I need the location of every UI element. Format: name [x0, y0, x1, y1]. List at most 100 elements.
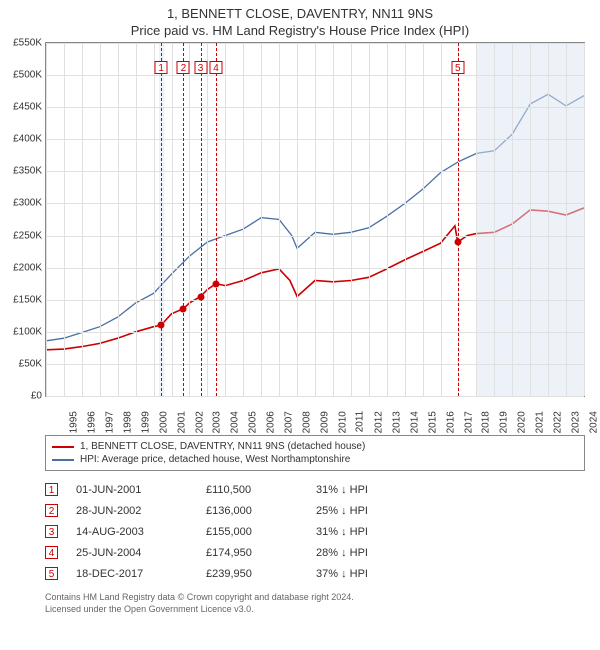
price-chart: £0£50K£100K£150K£200K£250K£300K£350K£400…: [45, 42, 585, 397]
ytick-label: £100K: [13, 326, 42, 337]
gridline-v: [351, 43, 352, 396]
ytick-label: £500K: [13, 70, 42, 81]
sale-vline: [216, 43, 217, 396]
sale-dot: [180, 305, 187, 312]
xtick-label: 2014: [409, 411, 420, 433]
table-row: 3 14-AUG-2003£155,00031% ↓ HPI: [45, 521, 585, 542]
sale-dot: [213, 280, 220, 287]
ytick-label: £200K: [13, 262, 42, 273]
table-cell-price: £136,000: [206, 505, 316, 517]
xtick-label: 2020: [517, 411, 528, 433]
sale-marker-box: 5: [451, 61, 464, 74]
gridline-v: [297, 43, 298, 396]
table-cell-index: 3: [45, 525, 58, 538]
legend-item: HPI: Average price, detached house, West…: [52, 453, 578, 466]
gridline-v: [243, 43, 244, 396]
table-cell-index: 4: [45, 546, 58, 559]
xtick-label: 2024: [588, 411, 599, 433]
gridline-h: [46, 396, 584, 397]
table-cell-date: 28-JUN-2002: [76, 505, 206, 517]
gridline-v: [64, 43, 65, 396]
xtick-label: 2010: [337, 411, 348, 433]
page-subtitle: Price paid vs. HM Land Registry's House …: [0, 21, 600, 42]
xtick-label: 2004: [230, 411, 241, 433]
gridline-v: [207, 43, 208, 396]
xtick-label: 1995: [68, 411, 79, 433]
xtick-label: 2011: [354, 411, 365, 433]
xtick-label: 2006: [266, 411, 277, 433]
table-cell-diff: 25% ↓ HPI: [316, 505, 368, 517]
xtick-label: 2013: [391, 411, 402, 433]
ytick-label: £300K: [13, 198, 42, 209]
table-row: 1 01-JUN-2001£110,50031% ↓ HPI: [45, 479, 585, 500]
table-row: 2 28-JUN-2002£136,00025% ↓ HPI: [45, 500, 585, 521]
table-cell-price: £155,000: [206, 526, 316, 538]
xtick-label: 2018: [481, 411, 492, 433]
gridline-v: [100, 43, 101, 396]
gridline-v: [315, 43, 316, 396]
legend-swatch: [52, 446, 74, 448]
gridline-v: [405, 43, 406, 396]
sale-vline: [201, 43, 202, 396]
table-cell-date: 14-AUG-2003: [76, 526, 206, 538]
footer-attribution: Contains HM Land Registry data © Crown c…: [45, 592, 585, 615]
sale-marker-box: 3: [194, 61, 207, 74]
gridline-v: [225, 43, 226, 396]
legend-item: 1, BENNETT CLOSE, DAVENTRY, NN11 9NS (de…: [52, 440, 578, 453]
gridline-v: [476, 43, 477, 396]
table-cell-date: 01-JUN-2001: [76, 484, 206, 496]
table-cell-date: 18-DEC-2017: [76, 568, 206, 580]
footer-line-2: Licensed under the Open Government Licen…: [45, 604, 585, 616]
gridline-v: [279, 43, 280, 396]
xtick-label: 2021: [535, 411, 546, 433]
gridline-v: [494, 43, 495, 396]
gridline-v: [530, 43, 531, 396]
table-cell-index: 1: [45, 483, 58, 496]
legend-swatch: [52, 459, 74, 461]
gridline-v: [584, 43, 585, 396]
table-cell-price: £239,950: [206, 568, 316, 580]
xtick-label: 2012: [373, 411, 384, 433]
xtick-label: 2015: [427, 411, 438, 433]
sale-vline: [458, 43, 459, 396]
page-title: 1, BENNETT CLOSE, DAVENTRY, NN11 9NS: [0, 0, 600, 21]
table-cell-date: 25-JUN-2004: [76, 547, 206, 559]
table-row: 518-DEC-2017£239,95037% ↓ HPI: [45, 563, 585, 584]
gridline-v: [154, 43, 155, 396]
legend-label: 1, BENNETT CLOSE, DAVENTRY, NN11 9NS (de…: [80, 441, 365, 452]
xtick-label: 1999: [140, 411, 151, 433]
sale-dot: [454, 238, 461, 245]
xtick-label: 1996: [86, 411, 97, 433]
xtick-label: 2005: [248, 411, 259, 433]
xtick-label: 2007: [283, 411, 294, 433]
table-cell-price: £110,500: [206, 484, 316, 496]
chart-legend: 1, BENNETT CLOSE, DAVENTRY, NN11 9NS (de…: [45, 435, 585, 471]
sale-marker-box: 4: [210, 61, 223, 74]
gridline-v: [261, 43, 262, 396]
gridline-v: [369, 43, 370, 396]
xtick-label: 2001: [176, 411, 187, 433]
sale-marker-box: 2: [177, 61, 190, 74]
table-cell-index: 2: [45, 504, 58, 517]
gridline-v: [423, 43, 424, 396]
sale-dot: [197, 293, 204, 300]
gridline-v: [387, 43, 388, 396]
legend-label: HPI: Average price, detached house, West…: [80, 454, 350, 465]
gridline-v: [548, 43, 549, 396]
gridline-v: [46, 43, 47, 396]
table-row: 4 25-JUN-2004£174,95028% ↓ HPI: [45, 542, 585, 563]
table-cell-diff: 28% ↓ HPI: [316, 547, 368, 559]
xtick-label: 2002: [194, 411, 205, 433]
gridline-v: [512, 43, 513, 396]
xtick-label: 2019: [499, 411, 510, 433]
table-cell-diff: 31% ↓ HPI: [316, 526, 368, 538]
table-cell-price: £174,950: [206, 547, 316, 559]
ytick-label: £450K: [13, 102, 42, 113]
page: 1, BENNETT CLOSE, DAVENTRY, NN11 9NS Pri…: [0, 0, 600, 650]
xtick-label: 2022: [552, 411, 563, 433]
xtick-label: 2023: [570, 411, 581, 433]
ytick-label: £350K: [13, 166, 42, 177]
gridline-v: [566, 43, 567, 396]
ytick-label: £50K: [19, 358, 42, 369]
table-cell-diff: 31% ↓ HPI: [316, 484, 368, 496]
